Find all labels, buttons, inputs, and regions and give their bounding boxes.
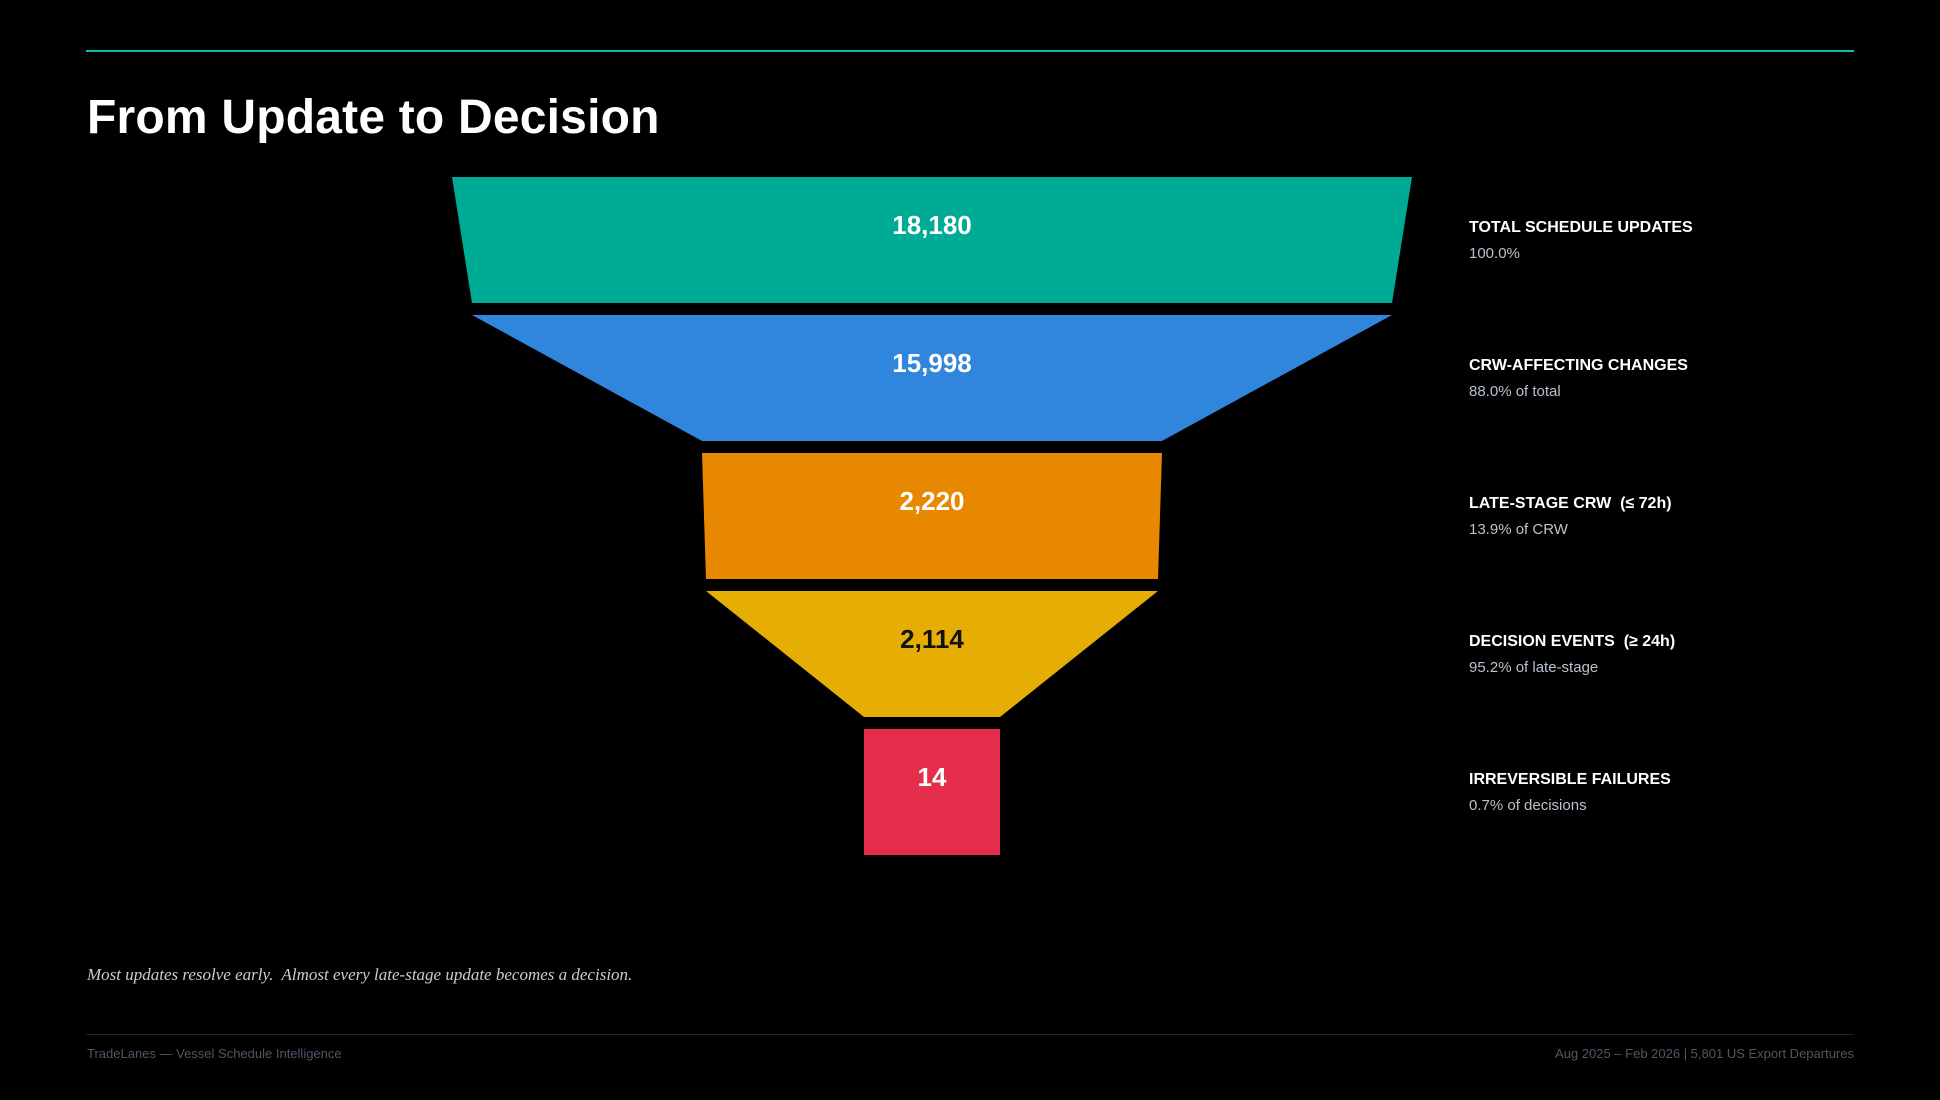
stage-percentage: 100.0% [1469,245,1520,262]
top-accent-rule [86,50,1854,52]
stage-percentage: 0.7% of decisions [1469,797,1587,814]
footer-divider [86,1034,1854,1035]
stage-label: TOTAL SCHEDULE UPDATES 100.0% [1469,219,1869,262]
stage-percentage: 95.2% of late-stage [1469,659,1599,676]
stage-label: CRW-AFFECTING CHANGES 88.0% of total [1469,357,1869,400]
stage-percentage: 13.9% of CRW [1469,521,1568,538]
stage-label: IRREVERSIBLE FAILURES 0.7% of decisions [1469,771,1869,814]
funnel-value-label: 15,998 [892,348,972,378]
funnel-value-label: 18,180 [892,210,972,240]
footer-date-range: Aug 2025 – Feb 2026 | 5,801 US Export De… [1555,1046,1854,1061]
funnel-value-label: 2,114 [900,624,964,654]
funnel-stage-3 [702,453,1162,579]
stage-name: IRREVERSIBLE FAILURES [1469,771,1671,788]
funnel-value-label: 14 [918,762,947,792]
stage-name: DECISION EVENTS (≥ 24h) [1469,633,1676,650]
page-title: From Update to Decision [87,91,660,144]
stage-name: CRW-AFFECTING CHANGES [1469,357,1688,374]
funnel-stage-5 [864,729,1000,855]
funnel-value-label: 2,220 [899,486,964,516]
funnel-stage-2 [472,315,1392,441]
stage-label: DECISION EVENTS (≥ 24h) 95.2% of late-sta… [1469,633,1869,676]
stage-label: LATE-STAGE CRW (≤ 72h) 13.9% of CRW [1469,495,1869,538]
stage-name: LATE-STAGE CRW (≤ 72h) [1469,495,1672,512]
chart-caption: Most updates resolve early. Almost every… [87,965,633,984]
stage-name: TOTAL SCHEDULE UPDATES [1469,219,1693,236]
footer-brand: TradeLanes — Vessel Schedule Intelligenc… [87,1046,342,1061]
funnel-stage-1 [452,177,1412,303]
stage-percentage: 88.0% of total [1469,383,1561,400]
funnel-stage-4 [706,591,1158,717]
